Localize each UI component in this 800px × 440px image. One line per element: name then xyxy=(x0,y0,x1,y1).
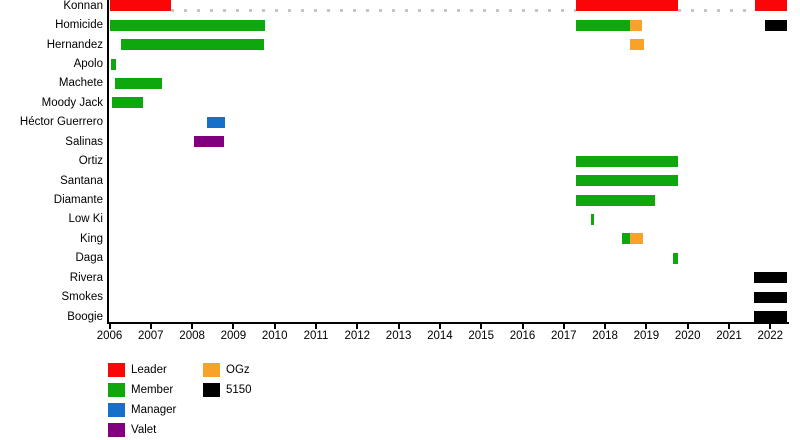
axis-tick xyxy=(191,324,194,329)
timeline-bar-member xyxy=(575,19,630,31)
timeline-bar-ogz xyxy=(629,233,644,245)
row-label: Santana xyxy=(60,174,103,187)
timeline-bar-member xyxy=(111,97,143,109)
timeline-bar-leader xyxy=(109,0,172,12)
axis-tick xyxy=(149,324,152,329)
axis-tick-label: 2017 xyxy=(551,330,577,342)
row-label: Diamante xyxy=(53,194,103,206)
legend-swatch-five150 xyxy=(203,383,220,397)
gap-dotted-line xyxy=(171,9,576,13)
timeline-bar-member xyxy=(622,233,630,245)
timeline-bar-leader xyxy=(575,0,678,12)
axis-tick-label: 2010 xyxy=(261,330,288,342)
axis-tick-label: 2021 xyxy=(716,330,742,342)
timeline-bar-five150 xyxy=(753,291,787,303)
row-label: Ortiz xyxy=(78,155,103,168)
axis-tick xyxy=(769,324,772,329)
axis-tick xyxy=(273,324,276,329)
legend-label: Valet xyxy=(131,424,157,436)
axis-tick-label: 2014 xyxy=(427,330,453,342)
axis-tick xyxy=(315,324,317,329)
legend-swatch-valet xyxy=(108,423,125,437)
axis-tick xyxy=(438,324,441,329)
y-axis-line xyxy=(107,0,109,324)
axis-tick xyxy=(728,324,730,329)
row-label: Konnan xyxy=(63,0,103,12)
axis-tick-label: 2015 xyxy=(468,330,494,342)
legend-swatch-manager xyxy=(108,403,125,417)
legend-swatch-leader xyxy=(108,363,125,377)
timeline-bar-ogz xyxy=(629,39,644,51)
timeline-bar-member xyxy=(114,77,162,89)
legend-swatch-ogz xyxy=(203,363,220,377)
axis-tick xyxy=(604,324,607,329)
row-label: Boogie xyxy=(67,310,103,323)
legend-swatch-member xyxy=(108,383,125,397)
axis-tick xyxy=(645,324,648,329)
gap-dotted-line xyxy=(677,9,755,13)
row-label: Low Ki xyxy=(68,213,103,226)
timeline-bar-five150 xyxy=(753,311,787,323)
axis-tick xyxy=(108,324,111,329)
axis-tick xyxy=(480,324,483,329)
x-axis-line xyxy=(107,322,789,324)
timeline-bar-manager xyxy=(206,116,226,128)
row-label: King xyxy=(79,232,103,245)
axis-tick xyxy=(356,324,359,329)
row-label: Moody Jack xyxy=(41,96,103,109)
row-label: Homicide xyxy=(55,19,103,32)
legend-label: Manager xyxy=(131,404,177,416)
row-label: Rivera xyxy=(69,271,103,284)
axis-tick xyxy=(686,324,689,329)
axis-tick xyxy=(521,324,524,329)
row-label: Daga xyxy=(75,252,104,265)
timeline-bar-five150 xyxy=(764,19,787,31)
timeline-bar-member xyxy=(672,252,678,264)
timeline-bar-member xyxy=(575,194,656,206)
timeline-bar-member xyxy=(575,155,678,167)
row-label: Machete xyxy=(58,77,103,90)
axis-tick-label: 2022 xyxy=(757,330,784,342)
axis-tick-label: 2019 xyxy=(633,330,660,342)
axis-tick-label: 2011 xyxy=(303,330,329,342)
row-label: Hernandez xyxy=(46,38,103,51)
axis-tick xyxy=(562,324,565,329)
row-label: Apolo xyxy=(73,58,103,71)
axis-tick-label: 2006 xyxy=(96,330,123,342)
axis-tick-label: 2009 xyxy=(220,330,247,342)
timeline-bar-member xyxy=(121,39,265,51)
legend-label: Member xyxy=(131,384,174,396)
axis-tick-label: 2012 xyxy=(344,330,371,342)
axis-tick-label: 2016 xyxy=(509,330,536,342)
timeline-bar-valet xyxy=(194,136,224,148)
axis-tick-label: 2008 xyxy=(179,330,205,342)
row-label: Héctor Guerrero xyxy=(19,116,103,129)
row-label: Salinas xyxy=(65,135,103,148)
axis-tick xyxy=(397,324,400,329)
axis-tick-label: 2018 xyxy=(592,330,618,342)
axis-tick-label: 2020 xyxy=(674,330,701,342)
timeline-bar-five150 xyxy=(753,272,787,284)
timeline-bar-member xyxy=(109,19,265,31)
timeline-bar-member xyxy=(575,175,678,187)
timeline-bar-member xyxy=(110,58,116,70)
legend-label: OGz xyxy=(226,364,250,376)
timeline-bar-member xyxy=(591,213,595,225)
axis-tick xyxy=(232,324,235,329)
row-label: Smokes xyxy=(61,291,103,304)
legend-label: 5150 xyxy=(226,384,252,396)
legend-label: Leader xyxy=(131,364,167,376)
timeline-bar-leader xyxy=(755,0,787,12)
axis-tick-label: 2007 xyxy=(138,330,164,342)
timeline-bar-ogz xyxy=(629,19,643,31)
axis-tick-label: 2013 xyxy=(385,330,412,342)
